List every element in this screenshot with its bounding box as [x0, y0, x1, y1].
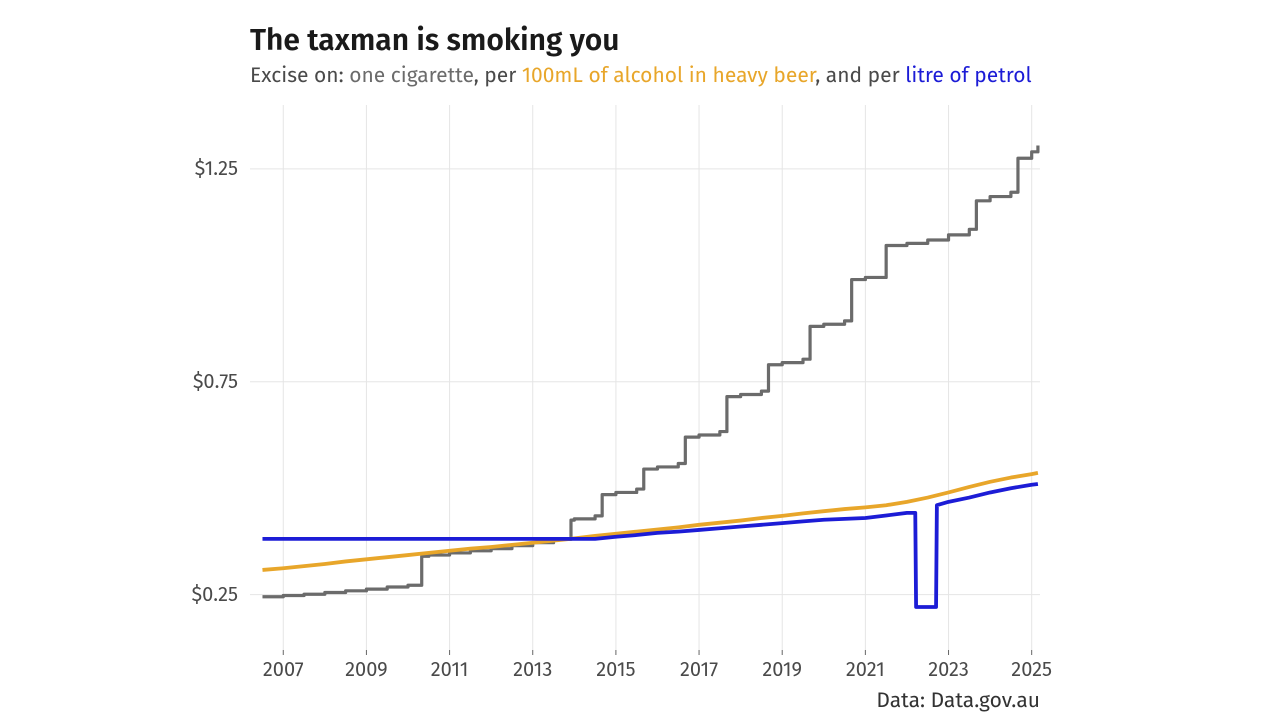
- chart-plot: [0, 0, 1280, 720]
- excise-chart: { "chart": { "type": "line-step", "title…: [0, 0, 1280, 720]
